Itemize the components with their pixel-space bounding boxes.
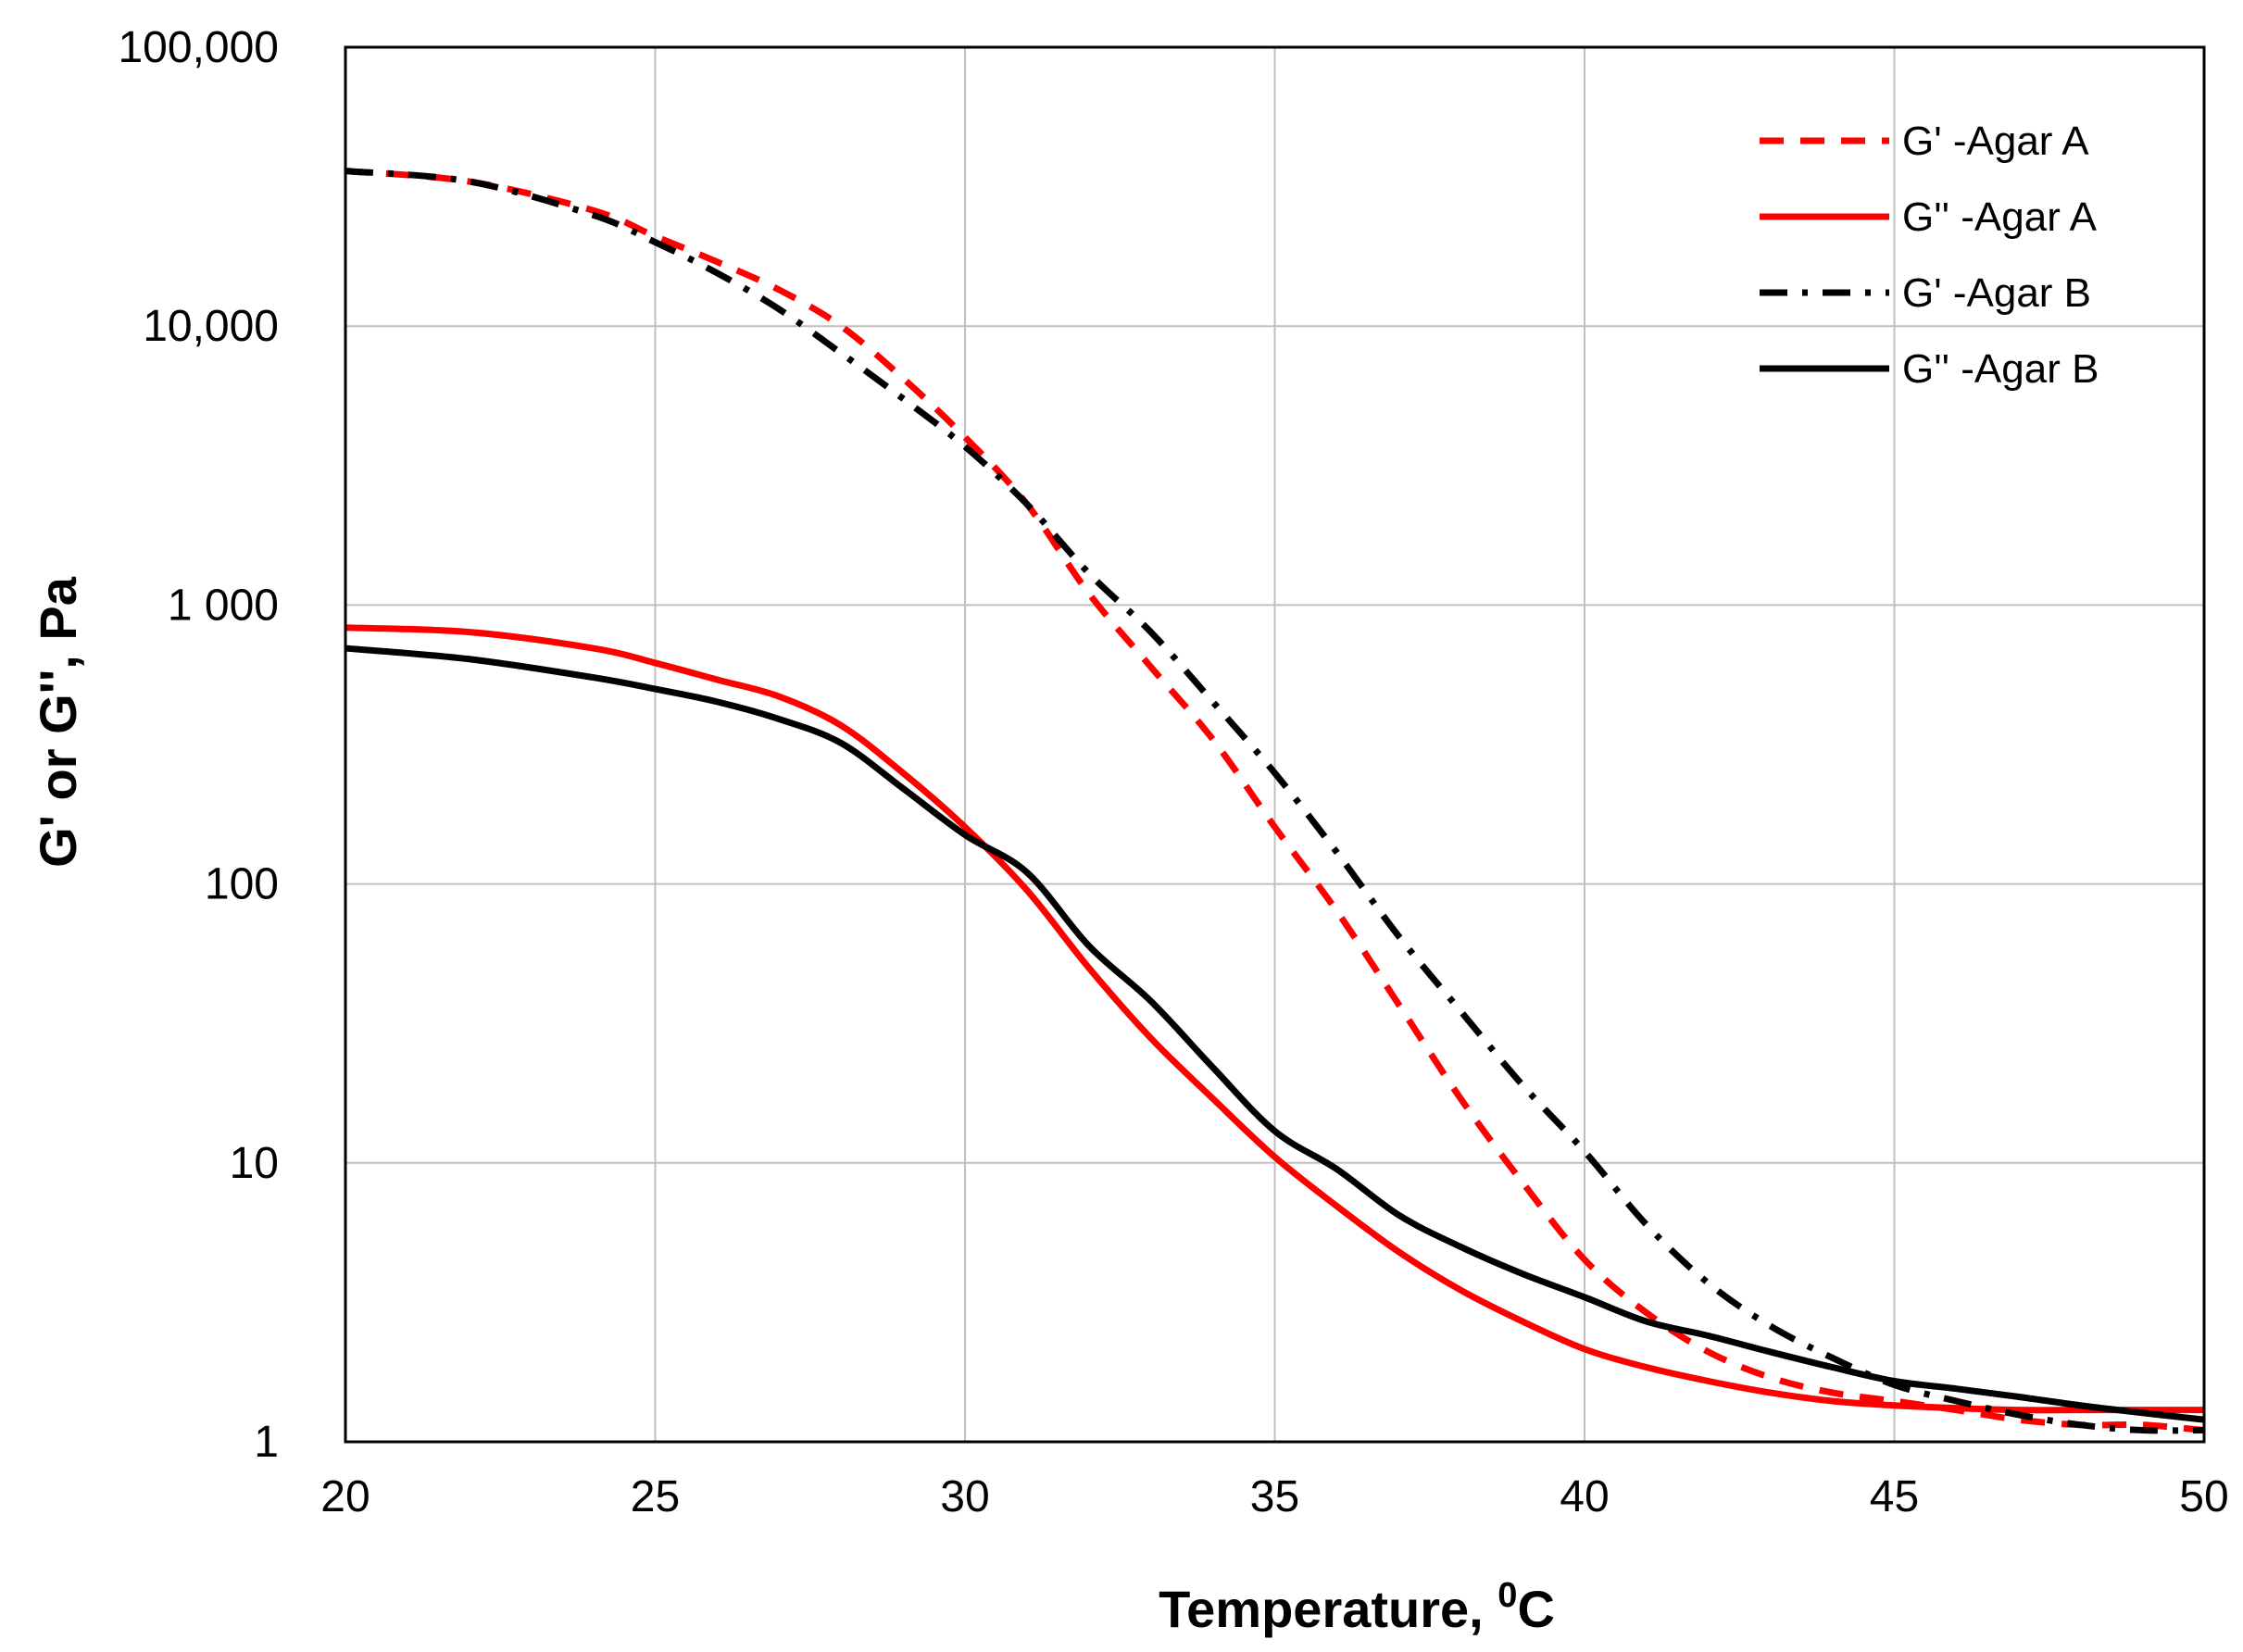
x-tick-label: 30 [940,1472,989,1521]
x-tick-label: 20 [320,1472,370,1521]
plot-area-frame [344,45,2206,1444]
y-tick-labels: 1 10 100 1 000 10,000 100,000 [118,23,279,1467]
y-tick-label: 1 000 [168,581,279,630]
y-tick-label: 10,000 [143,302,279,351]
x-axis-title-superscript: 0 [1497,1576,1517,1615]
x-axis-title: Temperature, 0C [1159,1576,1555,1638]
gridlines [345,46,2205,1443]
x-axis-title-text: Temperature, [1159,1580,1497,1638]
legend-label: G'' -Agar B [1902,346,2099,392]
series-group [345,168,2205,1434]
y-tick-label: 100,000 [118,23,279,72]
series-line-2 [345,624,2204,1414]
axes [344,45,2206,1444]
x-tick-label: 40 [1560,1472,1609,1521]
series-line-3 [345,168,2205,1434]
y-axis-title: G' or G'', Pa [29,576,87,868]
y-tick-label: 1 [254,1418,279,1467]
legend-label: G' -Agar B [1902,270,2091,316]
legend-label: G'' -Agar A [1902,194,2098,240]
x-tick-label: 25 [631,1472,680,1521]
legend: G' -Agar A G'' -Agar A G' -Agar B G'' -Agar… [1760,119,2099,392]
y-tick-label: 100 [205,860,279,909]
y-tick-label: 10 [230,1139,279,1188]
x-axis-title-unit: C [1517,1580,1554,1638]
legend-label: G' -Agar A [1902,119,2089,164]
x-tick-labels: 20 25 30 35 40 45 50 [320,1472,2228,1521]
series-line-1 [345,168,2205,1434]
x-tick-label: 50 [2179,1472,2228,1521]
x-tick-label: 35 [1250,1472,1299,1521]
series-line-4 [345,645,2205,1423]
x-tick-label: 45 [1870,1472,1919,1521]
